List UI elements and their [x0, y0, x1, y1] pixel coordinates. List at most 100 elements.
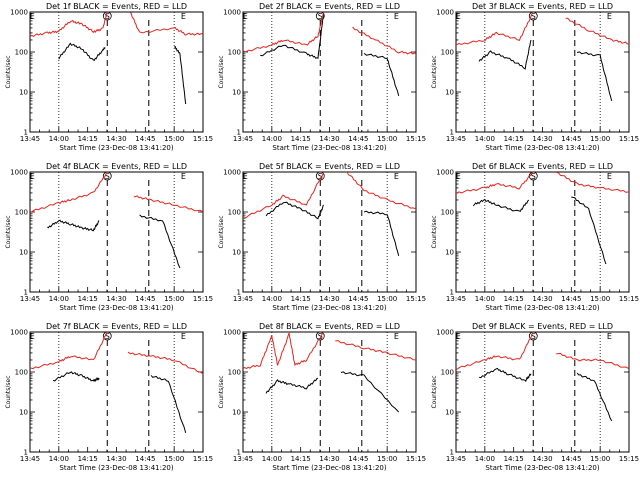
x-tick-label: 14:00 [262, 455, 282, 463]
x-tick-label: 13:45 [446, 295, 466, 303]
x-tick-label: 15:00 [377, 295, 397, 303]
x-tick-label: 14:45 [561, 135, 581, 143]
events-series-line [58, 42, 106, 61]
x-tick-label: 13:45 [233, 295, 253, 303]
x-tick-label: 15:00 [590, 455, 610, 463]
end-marker-label: E [30, 12, 35, 21]
lld-series-line [129, 12, 203, 36]
y-axis-label: Counts/sec [5, 55, 12, 88]
y-tick-label: 1000 [10, 169, 28, 177]
y-axis-label: Counts/sec [5, 375, 12, 408]
plot-frame [29, 171, 204, 293]
y-tick-label: 1000 [223, 169, 241, 177]
x-tick-label: 14:45 [348, 455, 368, 463]
x-axis-label: Start Time (23-Dec-08 13:41:20) [59, 144, 173, 152]
plot-frame [29, 331, 204, 453]
x-axis-label: Start Time (23-Dec-08 13:41:20) [59, 304, 173, 312]
x-tick-label: 14:00 [49, 295, 69, 303]
x-tick-label: 14:30 [319, 135, 339, 143]
lld-series-line [30, 12, 108, 38]
lld-series-line [30, 172, 108, 214]
y-tick-label: 100 [228, 369, 241, 377]
x-tick-label: 15:15 [619, 295, 639, 303]
end-marker-label: E [30, 332, 35, 341]
lld-series-line [456, 12, 534, 46]
lld-series-line [456, 172, 534, 194]
events-series-line [363, 53, 400, 97]
y-tick-label: 100 [228, 209, 241, 217]
plot-frame [242, 171, 417, 293]
y-tick-label: 10 [19, 409, 28, 417]
start-marker-label: S [105, 172, 110, 181]
plot-frame [455, 331, 630, 453]
x-tick-label: 15:15 [619, 455, 639, 463]
events-series-line [150, 375, 187, 434]
y-tick-label: 1 [450, 289, 454, 297]
lld-series-line [352, 26, 416, 55]
events-series-line [478, 39, 532, 70]
y-axis-label: Counts/sec [431, 375, 438, 408]
events-series-line [265, 377, 319, 394]
y-tick-label: 10 [445, 409, 454, 417]
chart-title: Det 4f BLACK = Events, RED = LLD [46, 162, 187, 171]
x-tick-label: 15:00 [164, 455, 184, 463]
x-axis-label: Start Time (23-Dec-08 13:41:20) [485, 144, 599, 152]
x-tick-label: 14:30 [532, 295, 552, 303]
x-tick-label: 13:45 [20, 455, 40, 463]
plot-frame [242, 11, 417, 133]
y-tick-label: 1000 [223, 329, 241, 337]
start-marker-circle [315, 331, 325, 341]
x-tick-label: 14:00 [262, 135, 282, 143]
x-tick-label: 14:30 [532, 135, 552, 143]
y-tick-label: 100 [228, 49, 241, 57]
end-marker-label: E [456, 332, 461, 341]
x-axis-label: Start Time (23-Dec-08 13:41:20) [272, 144, 386, 152]
x-tick-label: 14:30 [106, 295, 126, 303]
x-tick-label: 13:45 [446, 455, 466, 463]
x-tick-label: 15:00 [377, 135, 397, 143]
x-tick-label: 15:00 [164, 295, 184, 303]
x-tick-label: 14:00 [475, 295, 495, 303]
plot-frame [455, 171, 630, 293]
lld-series-line [30, 332, 108, 370]
lld-series-line [556, 352, 629, 370]
events-series-line [571, 196, 607, 265]
x-tick-label: 15:15 [193, 135, 213, 143]
y-tick-label: 10 [19, 249, 28, 257]
y-tick-label: 1 [237, 289, 241, 297]
y-axis-label: Counts/sec [218, 375, 225, 408]
x-tick-label: 15:15 [619, 135, 639, 143]
lld-series-line [456, 332, 534, 371]
x-tick-label: 14:15 [291, 455, 311, 463]
x-tick-label: 14:00 [475, 135, 495, 143]
y-tick-label: 10 [232, 89, 241, 97]
start-marker-label: S [531, 12, 536, 21]
x-axis-label: Start Time (23-Dec-08 13:41:20) [485, 304, 599, 312]
start-marker-label: S [318, 172, 323, 181]
y-tick-label: 100 [441, 209, 454, 217]
end-marker-label: E [607, 332, 612, 341]
end-marker-label: E [456, 172, 461, 181]
y-tick-label: 100 [15, 369, 28, 377]
events-series-line [52, 371, 100, 383]
x-tick-label: 13:45 [20, 295, 40, 303]
x-axis-label: Start Time (23-Dec-08 13:41:20) [59, 464, 173, 472]
x-tick-label: 14:45 [135, 295, 155, 303]
events-series-line [47, 219, 100, 232]
x-tick-label: 13:45 [233, 135, 253, 143]
y-tick-label: 1000 [436, 9, 454, 17]
end-marker-label: E [181, 12, 186, 21]
x-tick-label: 14:15 [78, 295, 98, 303]
end-marker-label: E [30, 172, 35, 181]
end-marker-label: E [394, 12, 399, 21]
events-series-line [260, 12, 325, 59]
start-marker-circle [315, 11, 325, 21]
y-axis-label: Counts/sec [431, 55, 438, 88]
y-axis-label: Counts/sec [431, 215, 438, 248]
y-tick-label: 100 [15, 49, 28, 57]
